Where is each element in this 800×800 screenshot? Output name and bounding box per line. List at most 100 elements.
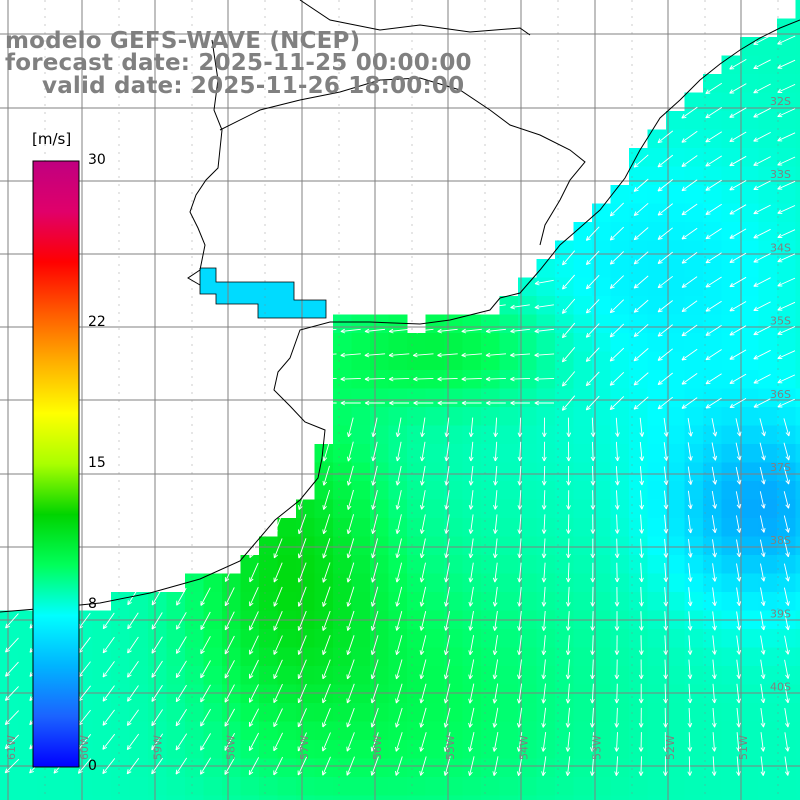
wind-cell <box>388 407 408 426</box>
wind-arrow <box>705 325 722 336</box>
wind-cell <box>425 444 445 463</box>
wind-arrow <box>316 328 337 334</box>
wind-arrow <box>657 130 674 144</box>
wind-cell <box>610 259 630 278</box>
wind-cell <box>203 666 223 685</box>
wind-cell <box>703 462 722 482</box>
wind-cell <box>666 203 685 223</box>
wind-cell <box>518 370 537 389</box>
wind-cell <box>629 666 648 685</box>
wind-arrow <box>566 538 571 559</box>
wind-arrow <box>419 683 427 704</box>
wind-cell <box>481 555 500 574</box>
wind-cell <box>407 573 426 593</box>
wind-arrow <box>589 732 595 752</box>
wind-arrow <box>729 204 747 215</box>
wind-arrow <box>784 708 790 728</box>
wind-cell <box>203 758 223 778</box>
wind-cell <box>666 296 685 315</box>
wind-cell <box>407 684 426 704</box>
wind-cell <box>666 129 685 149</box>
wind-arrow <box>585 226 600 241</box>
wind-cell <box>666 629 685 648</box>
wind-cell <box>444 592 463 611</box>
wind-cell <box>684 684 704 704</box>
wind-cell <box>462 721 482 741</box>
wind-cell <box>499 555 519 574</box>
wind-cell <box>573 592 593 611</box>
wind-cell <box>573 481 593 500</box>
wind-arrow <box>517 610 522 631</box>
wind-cell <box>592 444 611 463</box>
wind-arrow <box>371 465 378 486</box>
wind-cell <box>481 536 500 556</box>
wind-cell <box>166 703 186 722</box>
wind-arrow <box>566 466 572 486</box>
wind-cell <box>629 259 648 278</box>
wind-cell <box>592 388 611 408</box>
wind-cell <box>370 407 389 426</box>
wind-cell <box>481 425 500 445</box>
wind-cell <box>740 148 759 167</box>
wind-cell <box>703 111 722 130</box>
wind-arrow <box>681 373 698 385</box>
wind-cell <box>499 592 519 611</box>
wind-arrow <box>639 611 644 631</box>
wind-cell <box>129 740 149 759</box>
wind-arrow <box>322 756 331 776</box>
wind-cell <box>777 573 796 593</box>
wind-cell <box>222 777 241 796</box>
wind-cell <box>592 462 611 482</box>
wind-arrow <box>753 301 771 311</box>
wind-arrow <box>705 373 722 385</box>
wind-arrow <box>444 514 450 534</box>
wind-cell <box>536 703 556 722</box>
wind-cell <box>518 444 537 463</box>
wind-cell <box>388 721 408 741</box>
wind-cell <box>740 647 759 667</box>
wind-arrow <box>777 374 796 384</box>
wind-arrow <box>681 300 698 313</box>
wind-cell <box>740 296 759 315</box>
wind-arrow <box>633 323 649 337</box>
wind-cell <box>499 684 519 704</box>
wind-arrow <box>687 587 693 607</box>
wind-arrow <box>346 756 355 776</box>
wind-arrow <box>711 732 717 752</box>
wind-arrow <box>371 489 378 510</box>
wind-cell <box>795 314 800 334</box>
wind-arrow <box>395 562 403 583</box>
wind-arrow <box>638 659 644 680</box>
wind-cell <box>592 684 611 704</box>
wind-arrow <box>541 707 547 728</box>
wind-cell <box>721 259 741 278</box>
wind-arrow <box>759 418 766 437</box>
wind-cell <box>684 185 704 204</box>
wind-arrow <box>614 562 620 583</box>
wind-arrow <box>370 586 379 607</box>
wind-cell <box>499 425 519 445</box>
wind-arrow <box>102 733 116 750</box>
wind-arrow <box>419 610 427 631</box>
wind-cell <box>740 518 759 537</box>
wind-arrow <box>687 732 693 752</box>
wind-cell <box>296 721 315 741</box>
wind-arrow <box>753 374 771 384</box>
wind-cell <box>314 629 334 648</box>
wind-arrow <box>590 441 596 462</box>
wind-cell <box>795 370 800 389</box>
wind-cell <box>666 444 685 463</box>
wind-cell <box>592 758 611 778</box>
wind-arrow <box>273 659 283 679</box>
wind-arrow <box>127 612 139 630</box>
latitude-label: 39S <box>770 607 791 620</box>
wind-cell <box>703 536 722 556</box>
wind-arrow <box>687 539 693 558</box>
wind-cell <box>703 388 722 408</box>
wind-cell <box>55 777 75 796</box>
wind-cell <box>703 573 722 593</box>
wind-cell <box>407 740 426 759</box>
wind-arrow <box>614 490 620 510</box>
wind-cell <box>573 351 593 371</box>
wind-arrow <box>729 59 747 70</box>
